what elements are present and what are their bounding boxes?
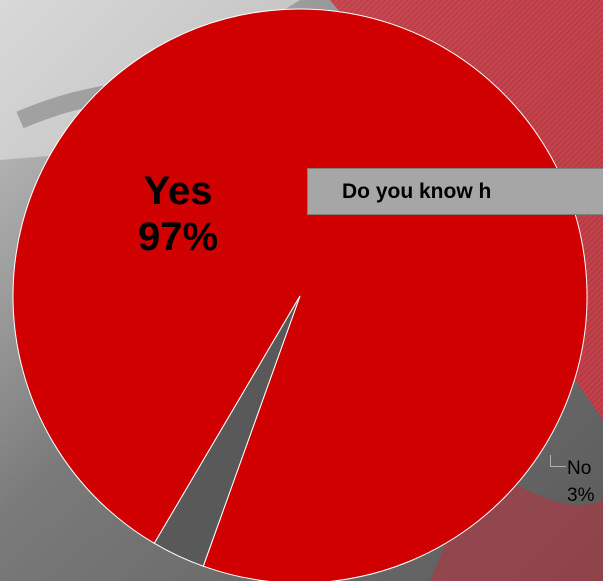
data-label-yes: Yes 97% [118, 168, 238, 260]
pie-slices [12, 8, 588, 581]
data-label-no-percent: 3% [567, 485, 595, 506]
data-label-yes-percent: 97% [137, 215, 219, 259]
data-label-yes-category: Yes [143, 169, 213, 213]
pie-slice-yes [12, 8, 588, 581]
pie-slice-no [153, 295, 301, 567]
data-label-no-category: No [567, 458, 592, 479]
chart-title-box: Do you know h [307, 168, 603, 215]
leader-line-no [550, 455, 566, 467]
chart-title: Do you know h [342, 179, 492, 203]
data-label-no: No 3% [567, 455, 594, 509]
